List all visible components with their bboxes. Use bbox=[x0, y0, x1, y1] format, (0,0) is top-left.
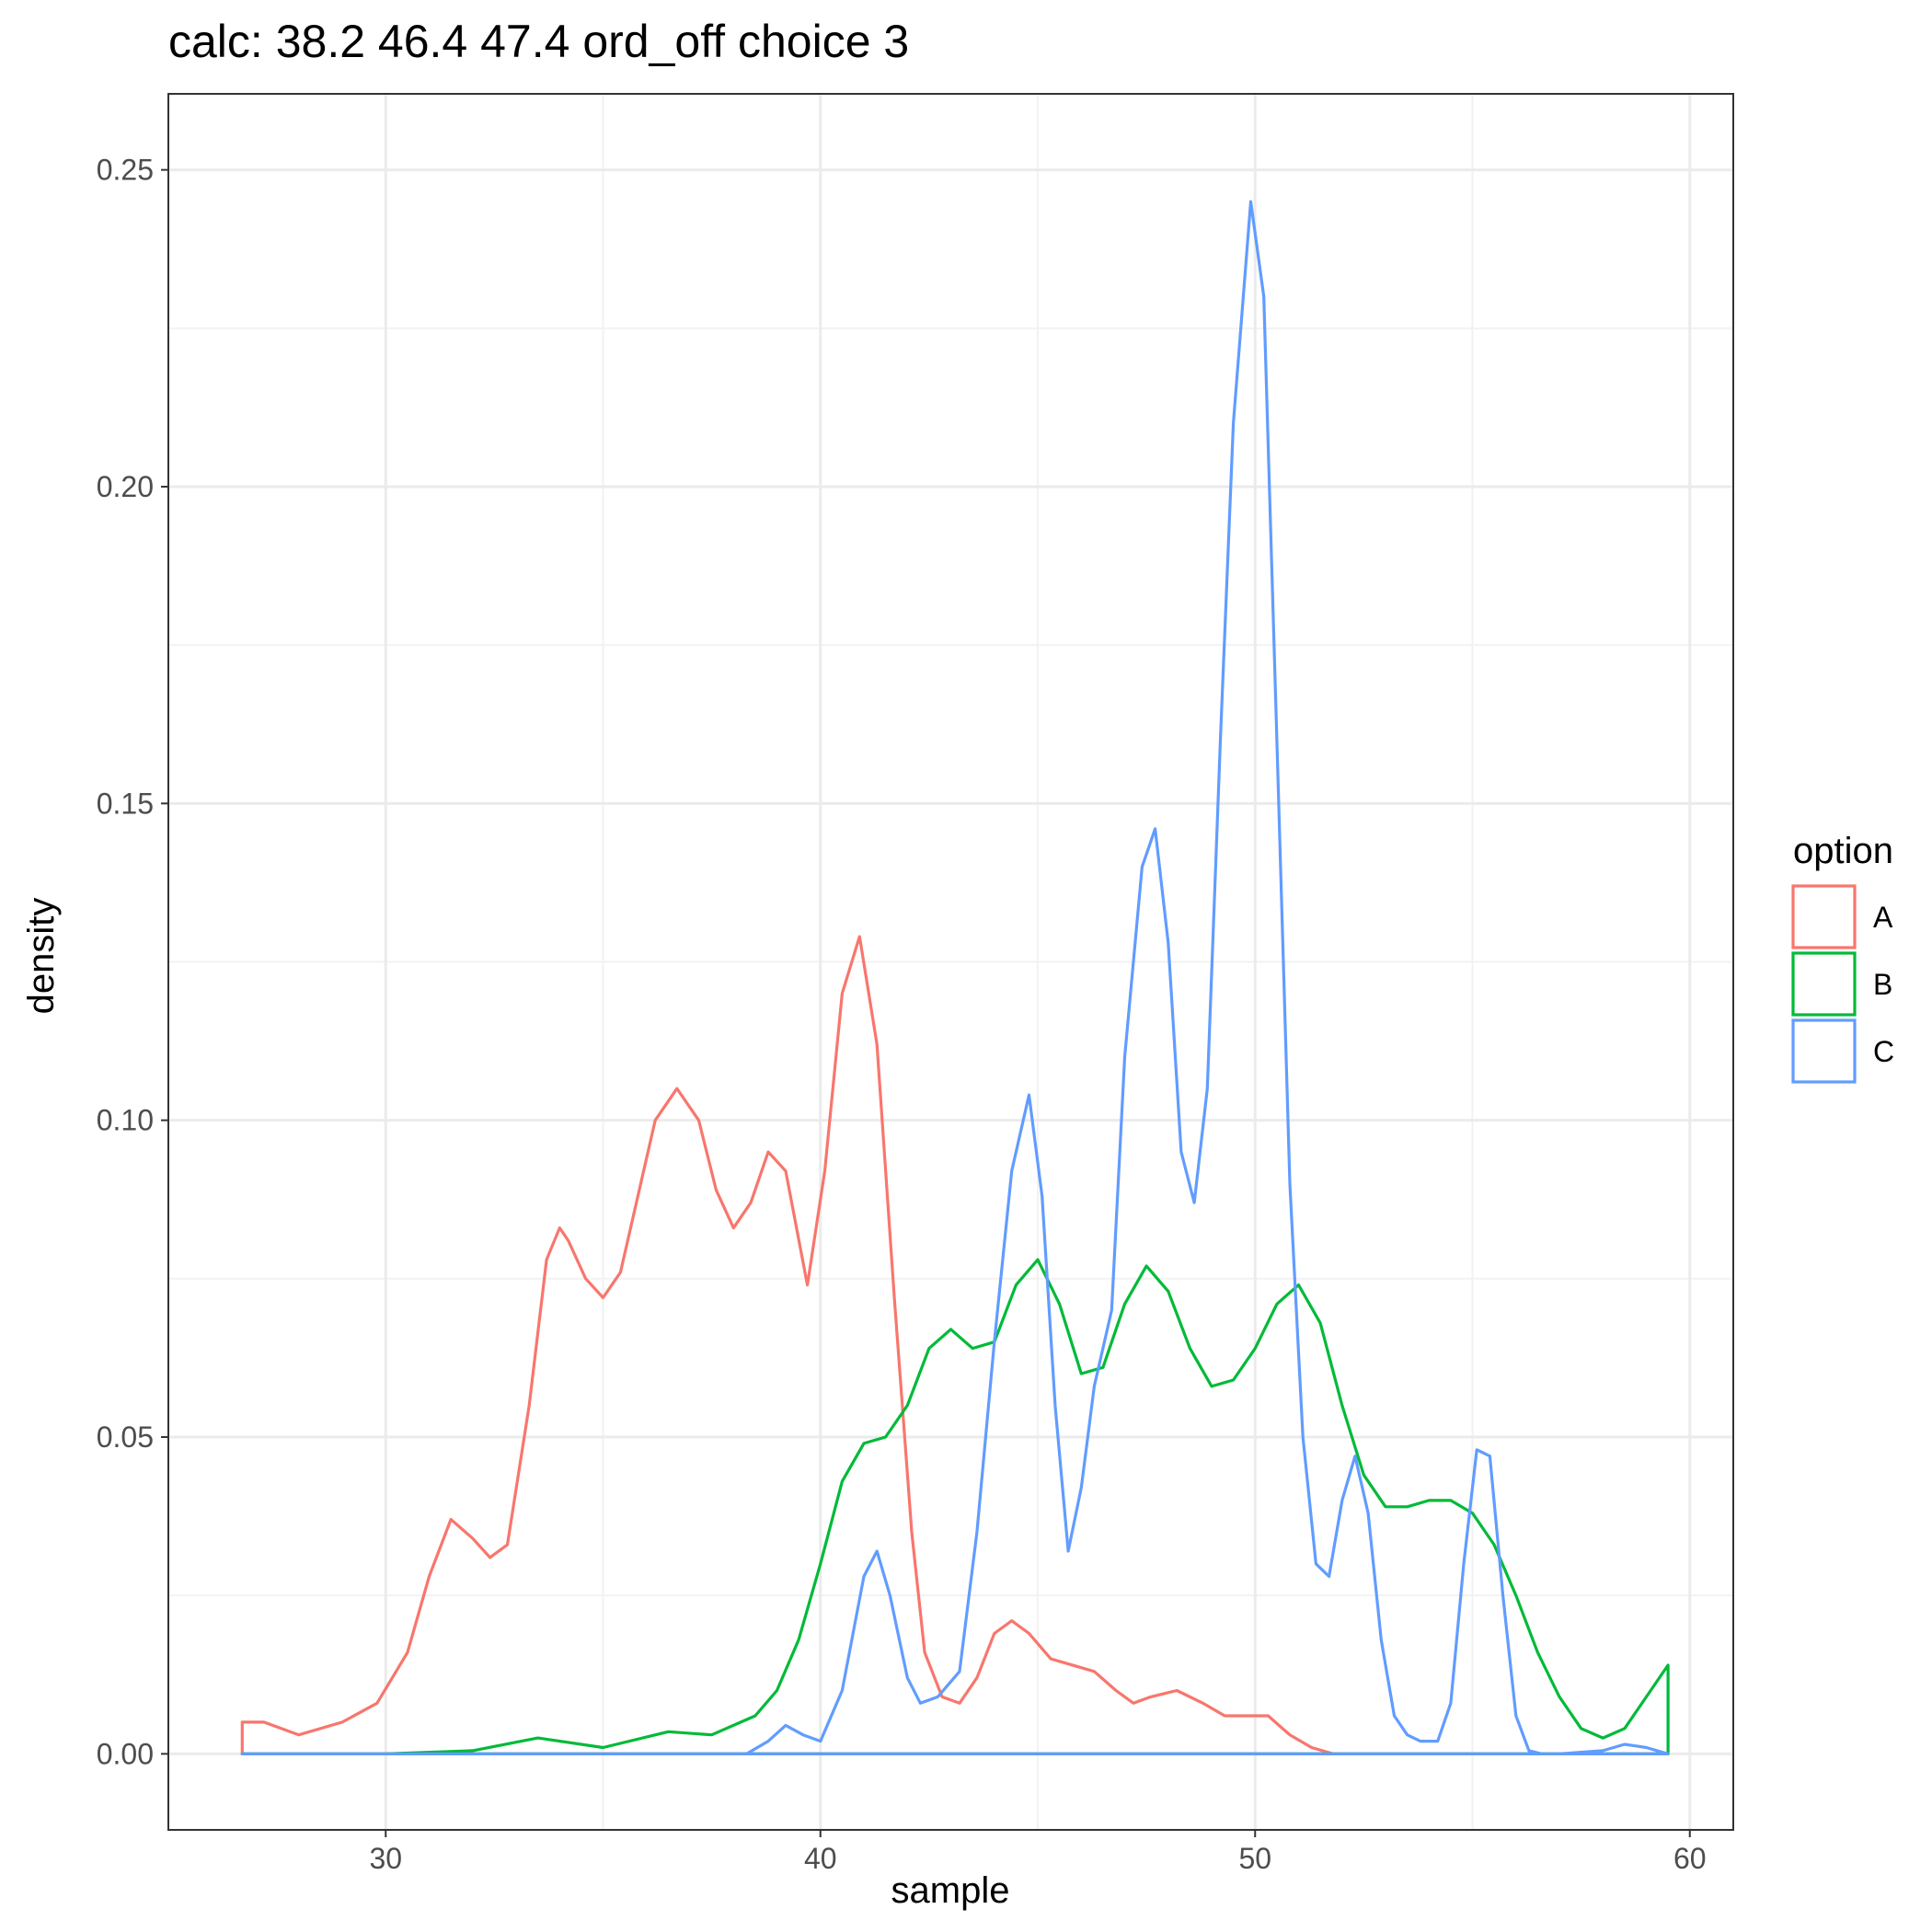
legend-key-b bbox=[1791, 951, 1857, 1017]
series-lines bbox=[240, 200, 1670, 1755]
legend: option A B C bbox=[1791, 831, 1894, 1084]
series-line-a bbox=[240, 935, 1670, 1755]
y-tick-label: 0.15 bbox=[97, 787, 154, 820]
minor-gridlines bbox=[168, 94, 1733, 1830]
legend-items: A B C bbox=[1791, 884, 1894, 1084]
legend-label-b: B bbox=[1873, 968, 1892, 1001]
legend-label-a: A bbox=[1873, 901, 1893, 934]
x-tick-label: 50 bbox=[1238, 1842, 1271, 1875]
y-tick-label: 0.05 bbox=[97, 1420, 154, 1454]
y-tick-label: 0.10 bbox=[97, 1104, 154, 1137]
legend-label-c: C bbox=[1873, 1035, 1894, 1068]
x-tick-label: 40 bbox=[804, 1842, 837, 1875]
x-axis: 30 40 50 60 bbox=[369, 1830, 1707, 1875]
x-tick-label: 30 bbox=[369, 1842, 402, 1875]
series-line-b bbox=[240, 1258, 1670, 1755]
y-tick-label: 0.25 bbox=[97, 154, 154, 187]
x-tick-label: 60 bbox=[1673, 1842, 1707, 1875]
legend-key-c bbox=[1791, 1018, 1857, 1084]
series-line-c bbox=[240, 200, 1670, 1755]
plot-panel bbox=[167, 93, 1734, 1831]
chart-title: calc: 38.2 46.4 47.4 ord_off choice 3 bbox=[168, 16, 909, 67]
y-axis: 0.00 0.05 0.10 0.15 0.20 0.25 bbox=[97, 154, 168, 1770]
legend-key-a bbox=[1791, 884, 1857, 949]
x-axis-title: sample bbox=[891, 1870, 1010, 1911]
legend-title: option bbox=[1793, 831, 1893, 871]
y-tick-label: 0.20 bbox=[97, 470, 154, 503]
panel-border bbox=[167, 93, 1734, 1831]
y-tick-label: 0.00 bbox=[97, 1737, 154, 1770]
y-axis-title: density bbox=[21, 898, 62, 1015]
